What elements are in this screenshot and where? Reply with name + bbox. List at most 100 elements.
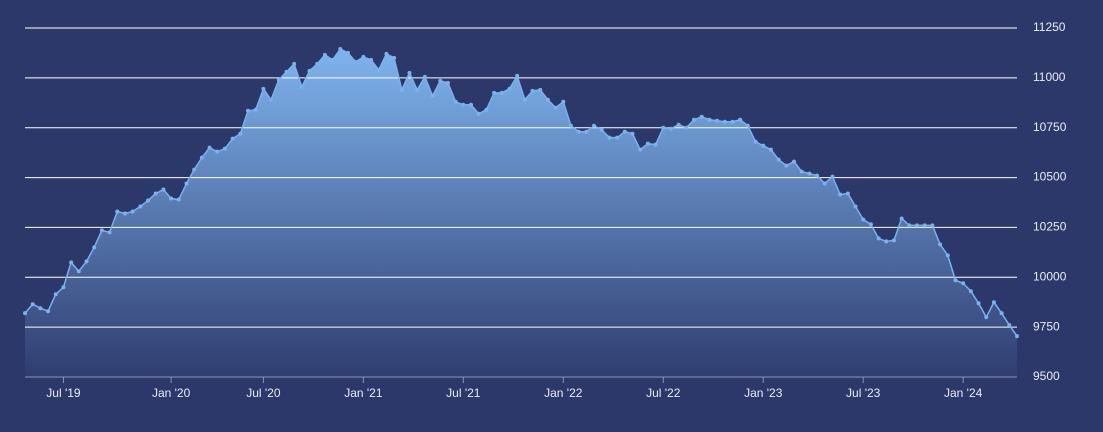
data-point (784, 163, 789, 168)
data-point (453, 99, 458, 104)
x-tick-label: Jan '22 (544, 386, 583, 400)
data-point (430, 93, 435, 98)
data-point (538, 87, 543, 92)
data-point (122, 211, 127, 216)
data-point (761, 143, 766, 148)
data-point (469, 102, 474, 107)
data-point (561, 99, 566, 104)
data-point (968, 289, 973, 294)
y-tick-label: 10000 (1033, 269, 1067, 283)
data-point (945, 253, 950, 258)
data-point (684, 125, 689, 130)
data-point (353, 59, 358, 64)
data-point (46, 309, 51, 314)
data-point (438, 78, 443, 83)
y-tick-label: 10250 (1033, 220, 1067, 234)
data-point (292, 61, 297, 66)
data-point (222, 146, 227, 151)
y-tick-label: 10500 (1033, 170, 1067, 184)
data-point (522, 97, 527, 102)
data-point (84, 259, 89, 264)
data-point (376, 67, 381, 72)
x-tick-label: Jul '23 (846, 386, 881, 400)
data-point (269, 97, 274, 102)
data-point (584, 129, 589, 134)
data-point (545, 97, 550, 102)
data-point (953, 278, 958, 283)
data-point (61, 285, 66, 290)
data-point (369, 57, 374, 62)
data-point (345, 50, 350, 55)
data-point (961, 281, 966, 286)
data-point (915, 223, 920, 228)
y-tick-label: 9500 (1033, 369, 1060, 383)
area-fill (25, 48, 1017, 377)
data-point (622, 129, 627, 134)
data-point (638, 147, 643, 152)
data-point (815, 173, 820, 178)
data-point (907, 223, 912, 228)
y-tick-label: 11250 (1033, 20, 1066, 34)
data-point (384, 51, 389, 56)
x-tick-label: Jul '19 (46, 386, 81, 400)
data-point (984, 315, 989, 320)
data-point (176, 197, 181, 202)
data-point (676, 122, 681, 127)
data-point (791, 159, 796, 164)
data-point (322, 52, 327, 57)
x-tick-label: Jan '23 (744, 386, 783, 400)
data-point (238, 131, 243, 136)
data-point (692, 117, 697, 122)
data-point (338, 46, 343, 51)
data-point (76, 269, 81, 274)
y-tick-label: 10750 (1033, 120, 1067, 134)
data-point (799, 169, 804, 174)
data-point (922, 223, 927, 228)
data-point (938, 242, 943, 247)
data-point (138, 204, 143, 209)
data-point (330, 57, 335, 62)
data-point (853, 204, 858, 209)
data-point (407, 70, 412, 75)
data-point (930, 223, 935, 228)
data-point (53, 292, 58, 297)
data-point (807, 171, 812, 176)
data-point (884, 239, 889, 244)
data-point (146, 198, 151, 203)
data-point (276, 77, 281, 82)
data-point (215, 149, 220, 154)
data-point (845, 191, 850, 196)
data-point (461, 102, 466, 107)
data-point (253, 107, 258, 112)
data-point (715, 118, 720, 123)
x-tick-label: Jul '21 (446, 386, 481, 400)
data-point (230, 136, 235, 141)
data-point (899, 216, 904, 221)
data-point (153, 191, 158, 196)
data-point (246, 108, 251, 113)
data-point (599, 127, 604, 132)
data-point (753, 139, 758, 144)
data-point (192, 167, 197, 172)
data-point (699, 114, 704, 119)
data-point (645, 141, 650, 146)
data-point (838, 192, 843, 197)
data-point (722, 119, 727, 124)
data-point (315, 61, 320, 66)
y-tick-label: 9750 (1033, 319, 1060, 333)
data-point (991, 300, 996, 305)
y-tick-label: 11000 (1033, 70, 1066, 84)
data-point (476, 111, 481, 116)
x-tick-label: Jan '24 (944, 386, 983, 400)
data-point (38, 306, 43, 311)
data-point (615, 135, 620, 140)
data-point (107, 230, 112, 235)
data-point (515, 73, 520, 78)
data-point (130, 209, 135, 214)
x-tick-label: Jan '20 (152, 386, 191, 400)
data-point (553, 105, 558, 110)
data-point (1007, 323, 1012, 328)
data-point (653, 142, 658, 147)
data-point (415, 87, 420, 92)
